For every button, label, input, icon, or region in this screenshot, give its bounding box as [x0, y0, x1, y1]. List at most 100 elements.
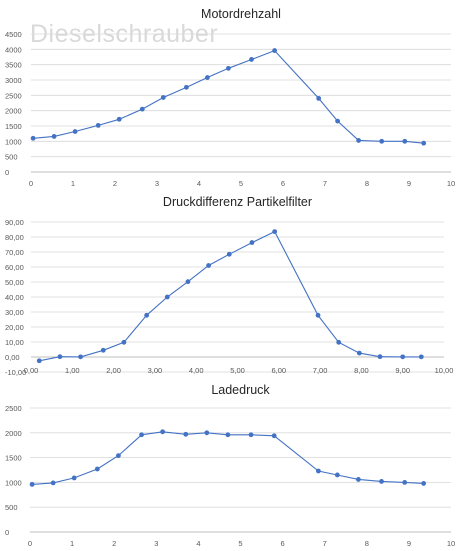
series-line	[39, 230, 422, 362]
data-point	[377, 354, 383, 360]
data-point	[272, 229, 278, 235]
x-tick-label: 10	[447, 539, 455, 548]
x-tick-label: 0,00	[24, 366, 39, 375]
data-point	[116, 453, 121, 459]
data-point	[315, 468, 321, 474]
data-point	[316, 96, 322, 101]
x-tick-label: 8,00	[354, 366, 369, 375]
data-point	[402, 138, 408, 144]
x-tick-label: 6	[281, 179, 285, 188]
chart-title: Motordrehzahl	[201, 7, 281, 21]
x-tick-label: 10	[447, 179, 455, 188]
data-point	[71, 475, 77, 481]
data-point	[418, 354, 424, 360]
chart-title: Druckdifferenz Partikelfilter	[163, 195, 312, 209]
y-tick-label: 40,00	[5, 293, 24, 302]
y-tick-label: 3500	[5, 61, 22, 70]
data-point	[57, 354, 63, 360]
x-tick-label: 9,00	[395, 366, 410, 375]
y-tick-label: 0	[5, 168, 9, 177]
data-point	[160, 95, 166, 100]
data-point	[29, 481, 35, 487]
x-tick-label: 6,00	[271, 366, 286, 375]
x-tick-label: 2	[113, 179, 117, 188]
data-point	[225, 432, 231, 438]
x-tick-label: 2,00	[106, 366, 121, 375]
x-tick-label: 9	[407, 539, 411, 548]
y-tick-label: 90,00	[5, 218, 24, 227]
x-tick-label: 8	[365, 179, 369, 188]
x-tick-label: 3	[154, 539, 158, 548]
data-point	[271, 433, 277, 439]
y-tick-label: 1000	[5, 478, 22, 487]
x-tick-label: 3	[155, 179, 159, 188]
x-tick-label: 1	[70, 539, 74, 548]
y-tick-label: 500	[5, 153, 18, 162]
data-point	[205, 75, 210, 80]
y-tick-label: 1000	[5, 137, 22, 146]
data-point	[144, 312, 150, 318]
data-point	[379, 138, 385, 144]
data-point	[95, 122, 101, 128]
x-tick-label: 7	[323, 179, 327, 188]
data-point	[206, 263, 211, 268]
x-tick-label: 10,00	[435, 366, 454, 375]
data-point	[315, 312, 321, 318]
data-point	[249, 57, 254, 62]
y-tick-label: -10,00	[5, 368, 26, 377]
data-point	[72, 129, 78, 134]
y-tick-label: 2000	[5, 107, 22, 116]
data-point	[36, 358, 42, 364]
data-point	[94, 466, 100, 472]
x-tick-label: 2	[112, 539, 116, 548]
x-tick-label: 0	[29, 179, 33, 188]
x-tick-label: 7	[323, 539, 327, 548]
data-point	[50, 480, 56, 486]
y-tick-label: 4500	[5, 30, 22, 39]
data-point	[116, 116, 122, 122]
data-point	[400, 354, 406, 360]
y-tick-label: 1500	[5, 454, 22, 463]
series-line	[33, 49, 424, 144]
data-point	[356, 350, 362, 356]
x-tick-label: 4	[196, 539, 200, 548]
data-point	[421, 140, 427, 146]
data-point	[160, 429, 166, 435]
data-point	[164, 294, 170, 300]
y-tick-label: 70,00	[5, 248, 24, 257]
y-tick-label: 30,00	[5, 308, 24, 317]
chart-title: Ladedruck	[211, 383, 270, 397]
data-point	[272, 48, 277, 53]
data-point	[204, 430, 210, 436]
data-point	[379, 479, 384, 484]
data-point	[248, 432, 254, 438]
y-tick-label: 4000	[5, 45, 22, 54]
y-tick-label: 80,00	[5, 233, 24, 242]
data-point	[78, 354, 83, 360]
y-tick-label: 0,00	[5, 353, 20, 362]
y-tick-label: 2000	[5, 429, 22, 438]
x-tick-label: 4	[197, 179, 201, 188]
data-point	[226, 251, 232, 257]
x-tick-label: 3,00	[148, 366, 163, 375]
x-tick-label: 1	[71, 179, 75, 188]
y-tick-label: 60,00	[5, 263, 24, 272]
data-point	[421, 480, 427, 486]
y-tick-label: 3000	[5, 76, 22, 85]
y-tick-label: 10,00	[5, 338, 24, 347]
series-line	[32, 431, 424, 485]
x-tick-label: 5,00	[230, 366, 245, 375]
data-point	[121, 339, 127, 345]
data-point	[402, 480, 408, 485]
x-tick-label: 5	[239, 179, 243, 188]
x-tick-label: 5	[238, 539, 242, 548]
data-point	[183, 431, 189, 437]
data-point	[30, 135, 36, 141]
data-point	[100, 347, 106, 353]
x-tick-label: 8	[365, 539, 369, 548]
x-tick-label: 1,00	[65, 366, 80, 375]
x-tick-label: 6	[281, 539, 285, 548]
data-point	[226, 65, 231, 71]
data-point	[184, 84, 189, 90]
